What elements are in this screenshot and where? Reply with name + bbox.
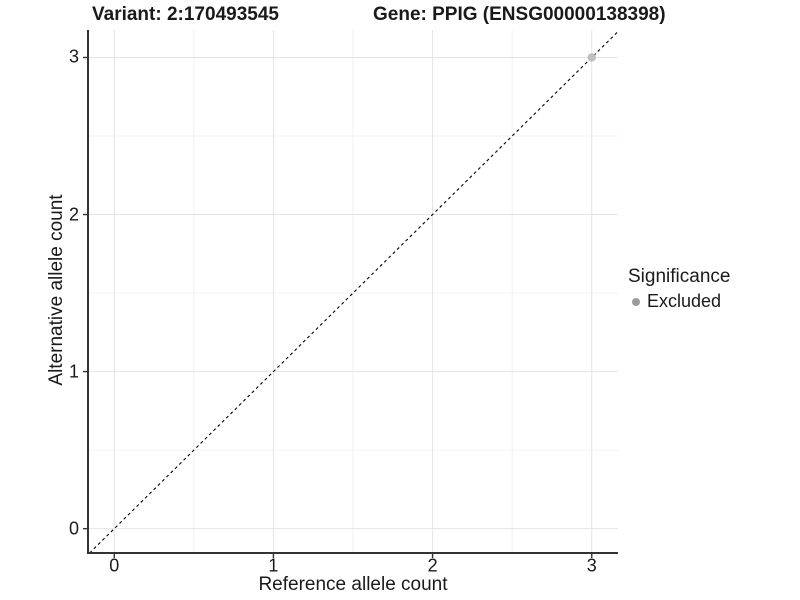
x-axis-label: Reference allele count: [258, 574, 448, 595]
y-tick-label: 0: [68, 518, 79, 539]
x-tick-label: 2: [427, 555, 438, 576]
identity-line: [89, 31, 619, 554]
legend-item-excluded: Excluded: [628, 291, 730, 312]
gene-title: Gene: PPIG (ENSG00000138398): [373, 4, 666, 25]
legend-title: Significance: [628, 266, 731, 287]
x-tick-label: 0: [109, 555, 120, 576]
y-tick-label: 1: [68, 361, 79, 382]
excluded-point-icon: [632, 297, 640, 306]
data-point: [587, 53, 596, 62]
y-tick-label: 2: [68, 204, 79, 225]
x-tick-label: 1: [268, 555, 279, 576]
x-tick-label: 3: [586, 555, 597, 576]
legend: Significance Excluded: [628, 266, 730, 312]
y-tick-label: 3: [68, 46, 79, 67]
legend-item-label: Excluded: [647, 291, 722, 311]
variant-title: Variant: 2:170493545: [92, 4, 279, 25]
